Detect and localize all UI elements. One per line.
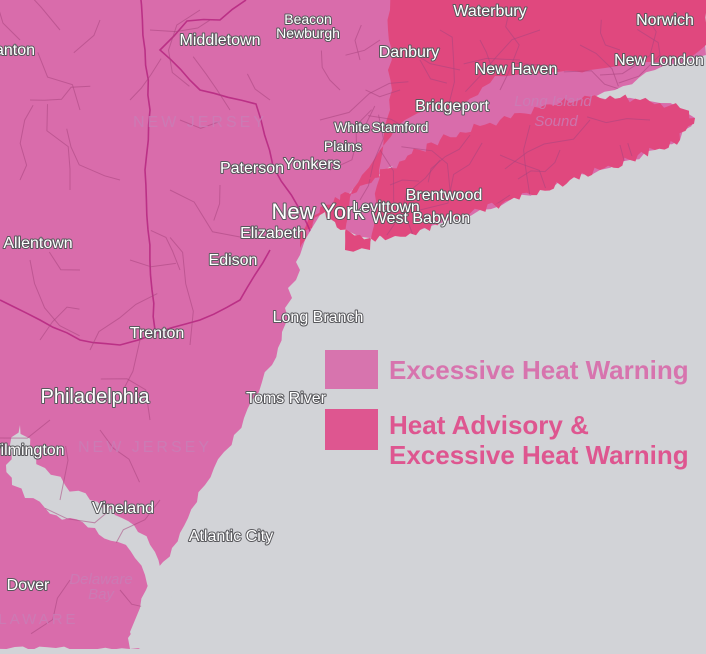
svg-text:Bay: Bay <box>88 586 115 603</box>
svg-text:West Babylon: West Babylon <box>372 210 470 227</box>
svg-text:New London: New London <box>614 52 704 69</box>
svg-text:Danbury: Danbury <box>379 44 439 61</box>
svg-text:Sound: Sound <box>534 113 578 130</box>
svg-text:Edison: Edison <box>209 252 258 269</box>
svg-text:Waterbury: Waterbury <box>453 3 526 20</box>
svg-text:New Haven: New Haven <box>475 61 558 78</box>
svg-text:DELAWARE: DELAWARE <box>0 611 79 628</box>
svg-text:Elizabeth: Elizabeth <box>240 225 306 242</box>
svg-text:Plains: Plains <box>324 138 362 154</box>
svg-text:Paterson: Paterson <box>220 160 284 177</box>
svg-text:Atlantic City: Atlantic City <box>189 528 273 545</box>
svg-text:Newburgh: Newburgh <box>276 25 340 41</box>
svg-text:Dover: Dover <box>7 577 50 594</box>
svg-text:Vineland: Vineland <box>92 500 154 517</box>
svg-text:Trenton: Trenton <box>130 325 185 342</box>
svg-text:Stamford: Stamford <box>372 119 429 135</box>
svg-text:Excessive Heat Warning: Excessive Heat Warning <box>389 440 689 470</box>
svg-text:Allentown: Allentown <box>3 235 72 252</box>
svg-text:Yonkers: Yonkers <box>283 156 340 173</box>
svg-text:Middletown: Middletown <box>180 32 261 49</box>
svg-text:Heat Advisory &: Heat Advisory & <box>389 410 589 440</box>
svg-text:anton: anton <box>0 42 35 59</box>
svg-text:NEW JERSEY: NEW JERSEY <box>133 114 267 131</box>
svg-text:Long Branch: Long Branch <box>273 309 364 326</box>
svg-text:Excessive Heat Warning: Excessive Heat Warning <box>389 355 689 385</box>
svg-text:Norwich: Norwich <box>636 12 694 29</box>
svg-text:Toms River: Toms River <box>246 390 327 407</box>
svg-text:Philadelphia: Philadelphia <box>41 386 151 408</box>
svg-text:White: White <box>334 119 370 135</box>
svg-text:Long Island: Long Island <box>514 93 592 110</box>
svg-text:Wilmington: Wilmington <box>0 442 65 459</box>
svg-text:Bridgeport: Bridgeport <box>415 98 489 115</box>
svg-text:NEW JERSEY: NEW JERSEY <box>78 439 212 456</box>
